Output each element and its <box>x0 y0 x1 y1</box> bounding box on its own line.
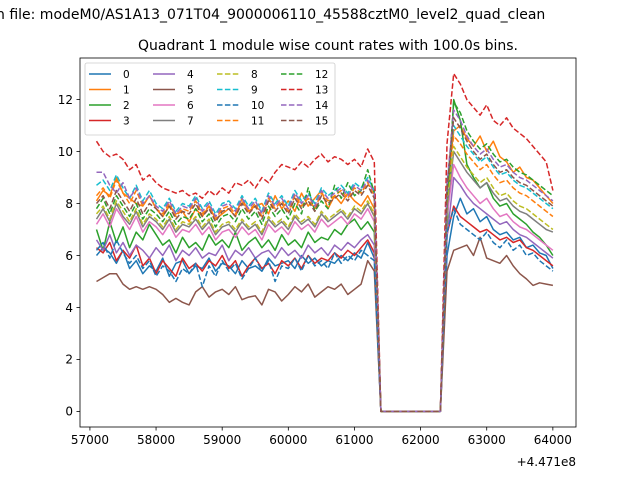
series-line-7 <box>95 150 554 413</box>
legend-label-2: 2 <box>123 100 130 112</box>
x-tick-label: 64000 <box>534 433 572 447</box>
series-line-3 <box>96 205 554 413</box>
series-line-1 <box>95 124 554 413</box>
y-tick-label: 8 <box>65 197 73 211</box>
series-line-13 <box>95 72 554 413</box>
series-line-8 <box>95 145 554 413</box>
x-tick-label: 62000 <box>401 433 439 447</box>
series-line-14 <box>96 109 554 413</box>
legend-label-13: 13 <box>315 84 328 96</box>
x-tick-label: 61000 <box>335 433 373 447</box>
series-line-2 <box>95 98 554 413</box>
series-line-12 <box>95 101 554 413</box>
legend-label-10: 10 <box>251 100 264 112</box>
legend-label-11: 11 <box>251 115 264 127</box>
legend-label-15: 15 <box>315 115 328 127</box>
y-tick-label: 4 <box>65 301 73 315</box>
series-line-15 <box>95 117 554 413</box>
figure-suptitle: n file: modeM0/AS1A13_071T04_9000006110_… <box>0 7 545 23</box>
x-offset-label: +4.471e8 <box>517 455 576 469</box>
x-tick-label: 59000 <box>203 433 241 447</box>
y-tick-label: 0 <box>65 405 73 419</box>
y-tick-label: 10 <box>58 145 73 159</box>
legend-label-4: 4 <box>187 69 194 81</box>
legend-label-3: 3 <box>123 115 130 127</box>
legend-label-1: 1 <box>123 84 130 96</box>
x-tick-label: 57000 <box>71 433 109 447</box>
series-line-10 <box>95 207 554 413</box>
legend-label-5: 5 <box>187 84 194 96</box>
legend-label-9: 9 <box>251 84 258 96</box>
legend-label-6: 6 <box>187 100 194 112</box>
series-line-4 <box>95 176 554 413</box>
series-line-0 <box>95 197 554 413</box>
y-tick-label: 2 <box>65 353 73 367</box>
series-line-11 <box>95 135 554 413</box>
legend-label-14: 14 <box>315 100 329 112</box>
x-tick-label: 63000 <box>468 433 506 447</box>
y-tick-label: 12 <box>58 93 73 107</box>
legend-label-0: 0 <box>123 69 130 81</box>
series-line-6 <box>95 163 554 413</box>
legend-frame <box>84 62 336 136</box>
series-line-9 <box>96 124 554 413</box>
x-tick-label: 58000 <box>137 433 175 447</box>
legend-label-8: 8 <box>251 69 258 81</box>
axis-ticks: 57000 58000 59000 60000 61000 62000 63000 64000… <box>58 93 572 447</box>
plot-area <box>95 72 554 413</box>
series-line-5 <box>96 236 554 413</box>
chart-title: Quadrant 1 module wise count rates with … <box>138 38 518 54</box>
x-tick-label: 60000 <box>269 433 307 447</box>
legend-label-7: 7 <box>187 115 194 127</box>
y-tick-label: 6 <box>65 249 73 263</box>
axes-frame <box>79 57 577 428</box>
legend-label-12: 12 <box>315 69 328 81</box>
